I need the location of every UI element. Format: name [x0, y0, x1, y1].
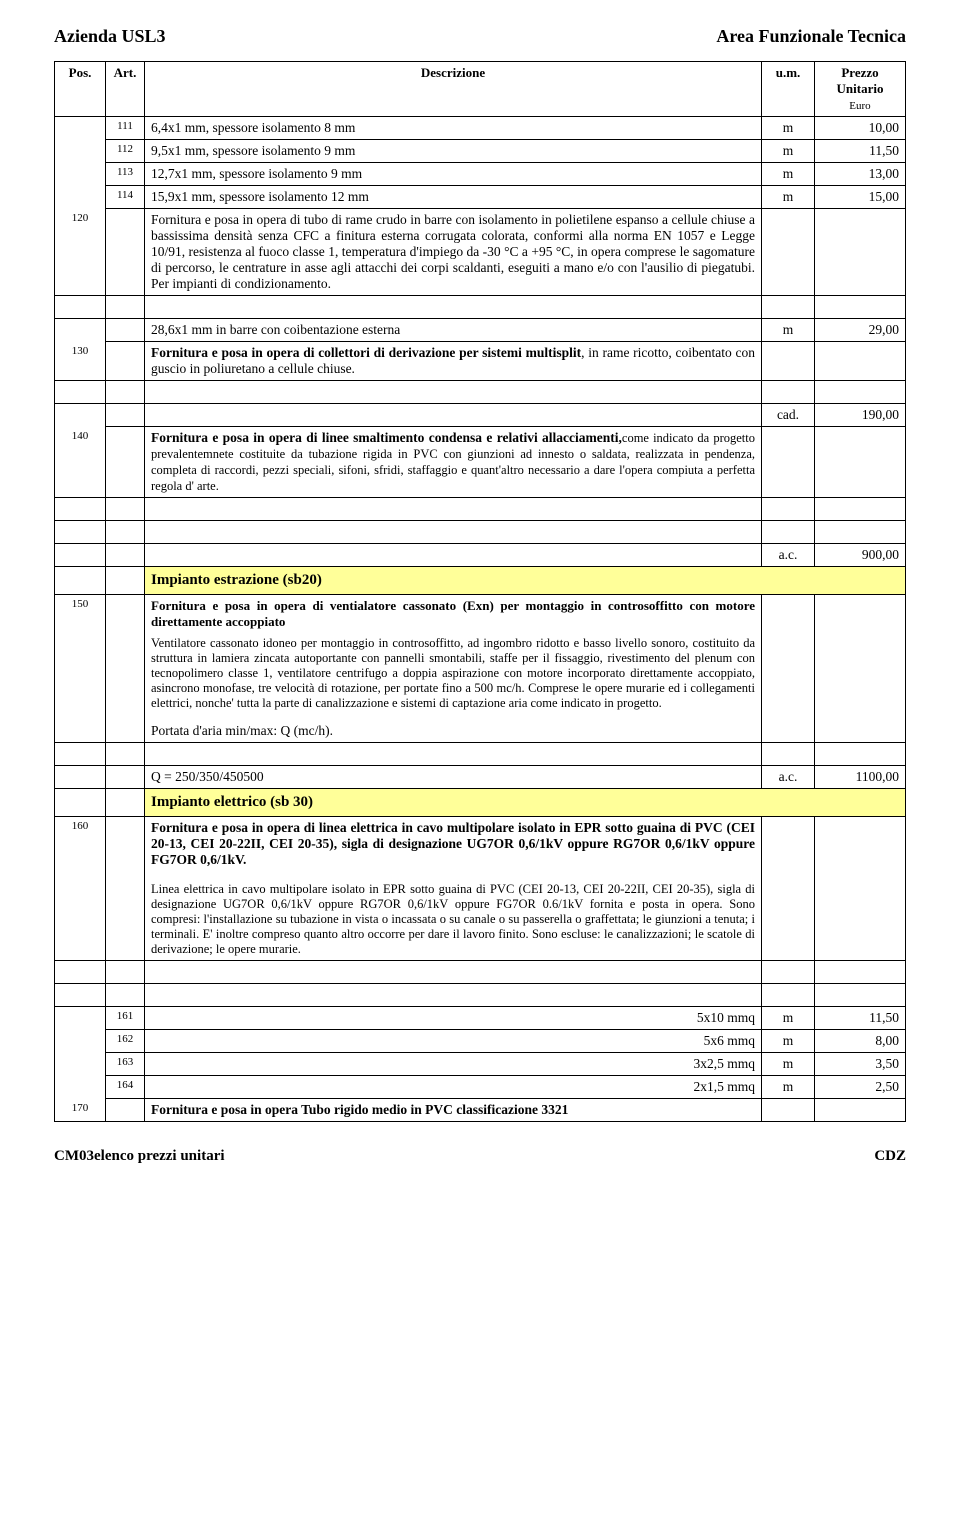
cell-um: m	[762, 117, 815, 140]
cell-desc: 15,9x1 mm, spessore isolamento 12 mm	[145, 186, 762, 209]
cell-desc: 9,5x1 mm, spessore isolamento 9 mm	[145, 140, 762, 163]
section-title: Impianto elettrico (sb 30)	[145, 789, 906, 817]
cell-pos: 140	[55, 427, 106, 498]
cell-prz: 11,50	[815, 1007, 906, 1030]
cell-um: m	[762, 1053, 815, 1076]
cell-desc: 28,6x1 mm in barre con coibentazione est…	[145, 319, 762, 342]
cell-desc: Fornitura e posa in opera di ventialator…	[145, 595, 762, 743]
cell-desc: Fornitura e posa in opera di collettori …	[145, 342, 762, 381]
col-prz1: Prezzo	[841, 65, 878, 80]
footer-left: CM03elenco prezzi unitari	[54, 1148, 225, 1165]
col-prz3: Euro	[849, 100, 870, 112]
table-row: 28,6x1 mm in barre con coibentazione est…	[55, 319, 906, 342]
cell-um: m	[762, 186, 815, 209]
cell-prz: 13,00	[815, 163, 906, 186]
cell-prz: 1100,00	[815, 766, 906, 789]
cell-desc: 2x1,5 mmq	[145, 1076, 762, 1099]
cell-um: m	[762, 1007, 815, 1030]
cell-desc: Fornitura e posa in opera di linea elett…	[145, 817, 762, 961]
col-prz2: Unitario	[837, 81, 884, 96]
table-row: 150 Fornitura e posa in opera di vential…	[55, 595, 906, 743]
table-header-row: Pos. Art. Descrizione u.m. Prezzo Unitar…	[55, 62, 906, 117]
page-footer: CM03elenco prezzi unitari CDZ	[54, 1148, 906, 1165]
cell-pos: 170	[55, 1099, 106, 1122]
cell-pos: 112	[106, 140, 145, 163]
header-right: Area Funzionale Tecnica	[716, 26, 906, 47]
table-row: 130 Fornitura e posa in opera di collett…	[55, 342, 906, 381]
table-row: 162 5x6 mmq m 8,00	[55, 1030, 906, 1053]
cell-prz: 15,00	[815, 186, 906, 209]
cell-desc: Fornitura e posa in opera Tubo rigido me…	[145, 1099, 762, 1122]
table-row: 140 Fornitura e posa in opera di linee s…	[55, 427, 906, 498]
table-row: 160 Fornitura e posa in opera di linea e…	[55, 817, 906, 961]
cell-um: cad.	[762, 404, 815, 427]
table-row: Q = 250/350/450500 a.c. 1100,00	[55, 766, 906, 789]
col-pos: Pos.	[69, 65, 92, 80]
table-row: cad. 190,00	[55, 404, 906, 427]
footer-right: CDZ	[874, 1148, 906, 1165]
table-row: 112 9,5x1 mm, spessore isolamento 9 mm m…	[55, 140, 906, 163]
table-row: 161 5x10 mmq m 11,50	[55, 1007, 906, 1030]
table-row: 120 Fornitura e posa in opera di tubo di…	[55, 209, 906, 296]
cell-prz: 900,00	[815, 544, 906, 567]
cell-desc: 5x10 mmq	[145, 1007, 762, 1030]
price-table: Pos. Art. Descrizione u.m. Prezzo Unitar…	[54, 61, 906, 1122]
cell-um: a.c.	[762, 766, 815, 789]
cell-pos: 162	[106, 1030, 145, 1053]
cell-pos: 161	[106, 1007, 145, 1030]
table-row: 170 Fornitura e posa in opera Tubo rigid…	[55, 1099, 906, 1122]
header-left: Azienda USL3	[54, 26, 166, 47]
cell-prz: 3,50	[815, 1053, 906, 1076]
table-row: 111 6,4x1 mm, spessore isolamento 8 mm m…	[55, 117, 906, 140]
table-row: 163 3x2,5 mmq m 3,50	[55, 1053, 906, 1076]
cell-desc: 12,7x1 mm, spessore isolamento 9 mm	[145, 163, 762, 186]
cell-um: m	[762, 319, 815, 342]
cell-pos: 111	[106, 117, 145, 140]
section-title: Impianto estrazione (sb20)	[145, 567, 906, 595]
cell-um: m	[762, 163, 815, 186]
col-desc: Descrizione	[421, 65, 485, 80]
cell-um: m	[762, 140, 815, 163]
cell-prz: 29,00	[815, 319, 906, 342]
table-row: 114 15,9x1 mm, spessore isolamento 12 mm…	[55, 186, 906, 209]
cell-pos: 163	[106, 1053, 145, 1076]
cell-prz: 190,00	[815, 404, 906, 427]
cell-prz: 10,00	[815, 117, 906, 140]
cell-prz: 8,00	[815, 1030, 906, 1053]
cell-pos: 113	[106, 163, 145, 186]
table-row: 164 2x1,5 mmq m 2,50	[55, 1076, 906, 1099]
cell-desc: 6,4x1 mm, spessore isolamento 8 mm	[145, 117, 762, 140]
cell-desc: Fornitura e posa in opera di linee smalt…	[145, 427, 762, 498]
cell-pos: 130	[55, 342, 106, 381]
cell-pos: 120	[55, 209, 106, 296]
cell-prz: 2,50	[815, 1076, 906, 1099]
table-row: 113 12,7x1 mm, spessore isolamento 9 mm …	[55, 163, 906, 186]
section-header: Impianto estrazione (sb20)	[55, 567, 906, 595]
col-art: Art.	[114, 65, 137, 80]
cell-desc: 5x6 mmq	[145, 1030, 762, 1053]
cell-um: m	[762, 1076, 815, 1099]
cell-pos: 150	[55, 595, 106, 743]
col-um: u.m.	[776, 65, 801, 80]
cell-um: m	[762, 1030, 815, 1053]
page-header: Azienda USL3 Area Funzionale Tecnica	[54, 26, 906, 47]
cell-desc: 3x2,5 mmq	[145, 1053, 762, 1076]
cell-um: a.c.	[762, 544, 815, 567]
cell-pos: 114	[106, 186, 145, 209]
section-header: Impianto elettrico (sb 30)	[55, 789, 906, 817]
cell-pos: 160	[55, 817, 106, 961]
cell-desc: Fornitura e posa in opera di tubo di ram…	[145, 209, 762, 296]
cell-prz: 11,50	[815, 140, 906, 163]
cell-desc: Q = 250/350/450500	[145, 766, 762, 789]
cell-pos: 164	[106, 1076, 145, 1099]
table-row: a.c. 900,00	[55, 544, 906, 567]
